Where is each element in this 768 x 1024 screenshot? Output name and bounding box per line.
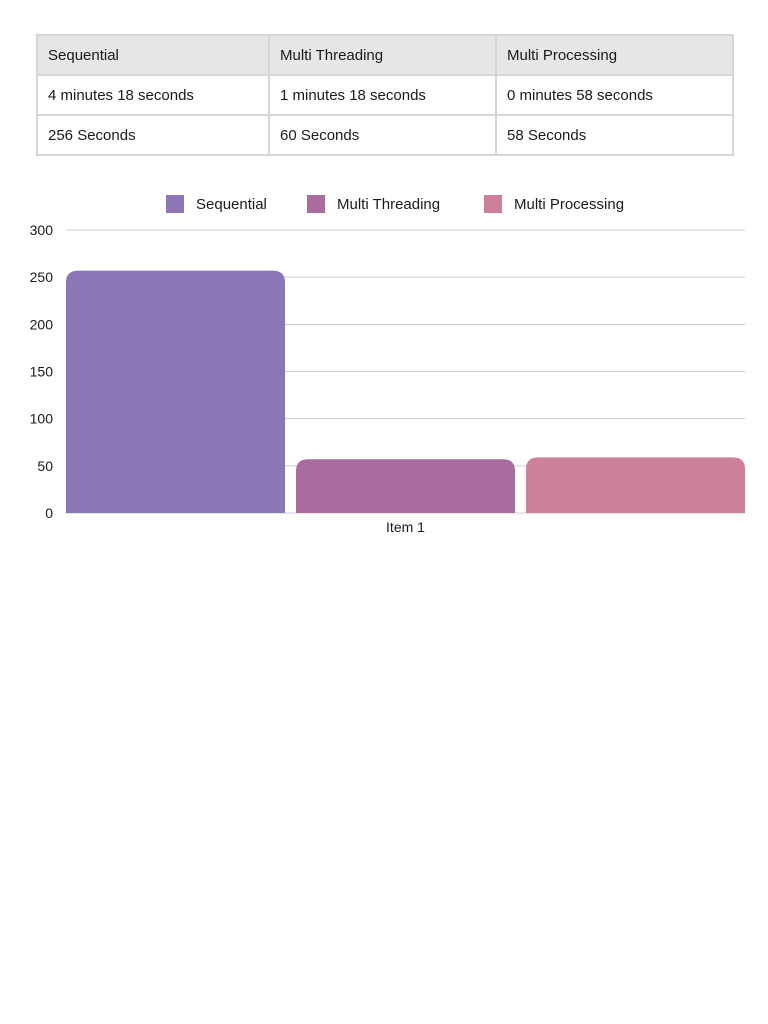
legend-swatch xyxy=(166,195,184,213)
y-tick-label: 0 xyxy=(45,505,53,521)
legend-swatch xyxy=(307,195,325,213)
y-tick-label: 100 xyxy=(30,411,54,427)
x-category-label: Item 1 xyxy=(386,519,425,535)
y-tick-label: 300 xyxy=(30,222,54,238)
table-header-cell: Multi Threading xyxy=(268,34,497,76)
y-tick-label: 50 xyxy=(37,458,53,474)
y-tick-label: 150 xyxy=(30,364,54,380)
table-header-cell: Sequential xyxy=(36,34,270,76)
table-row: 4 minutes 18 seconds 1 minutes 18 second… xyxy=(36,74,734,116)
results-table: Sequential Multi Threading Multi Process… xyxy=(36,34,734,156)
bar-sequential xyxy=(66,270,285,513)
table-cell: 4 minutes 18 seconds xyxy=(36,74,270,116)
table-cell: 60 Seconds xyxy=(268,114,497,156)
table-cell: 256 Seconds xyxy=(36,114,270,156)
bar-multi-processing xyxy=(526,457,745,513)
bar-multi-threading xyxy=(296,459,515,513)
table-row: 256 Seconds 60 Seconds 58 Seconds xyxy=(36,114,734,156)
table-cell: 1 minutes 18 seconds xyxy=(268,74,497,116)
legend-label: Sequential xyxy=(196,196,267,213)
legend-swatch xyxy=(484,195,502,213)
y-tick-label: 250 xyxy=(30,269,54,285)
table-header-row: Sequential Multi Threading Multi Process… xyxy=(36,34,734,76)
y-tick-label: 200 xyxy=(30,316,54,332)
table-cell: 0 minutes 58 seconds xyxy=(495,74,734,116)
legend-label: Multi Threading xyxy=(337,196,440,213)
table-header-cell: Multi Processing xyxy=(495,34,734,76)
table-cell: 58 Seconds xyxy=(495,114,734,156)
legend-label: Multi Processing xyxy=(514,196,624,213)
bar-chart: 0 50 100 150 200 250 300 Item 1 Sequential Multi … xyxy=(30,195,745,535)
